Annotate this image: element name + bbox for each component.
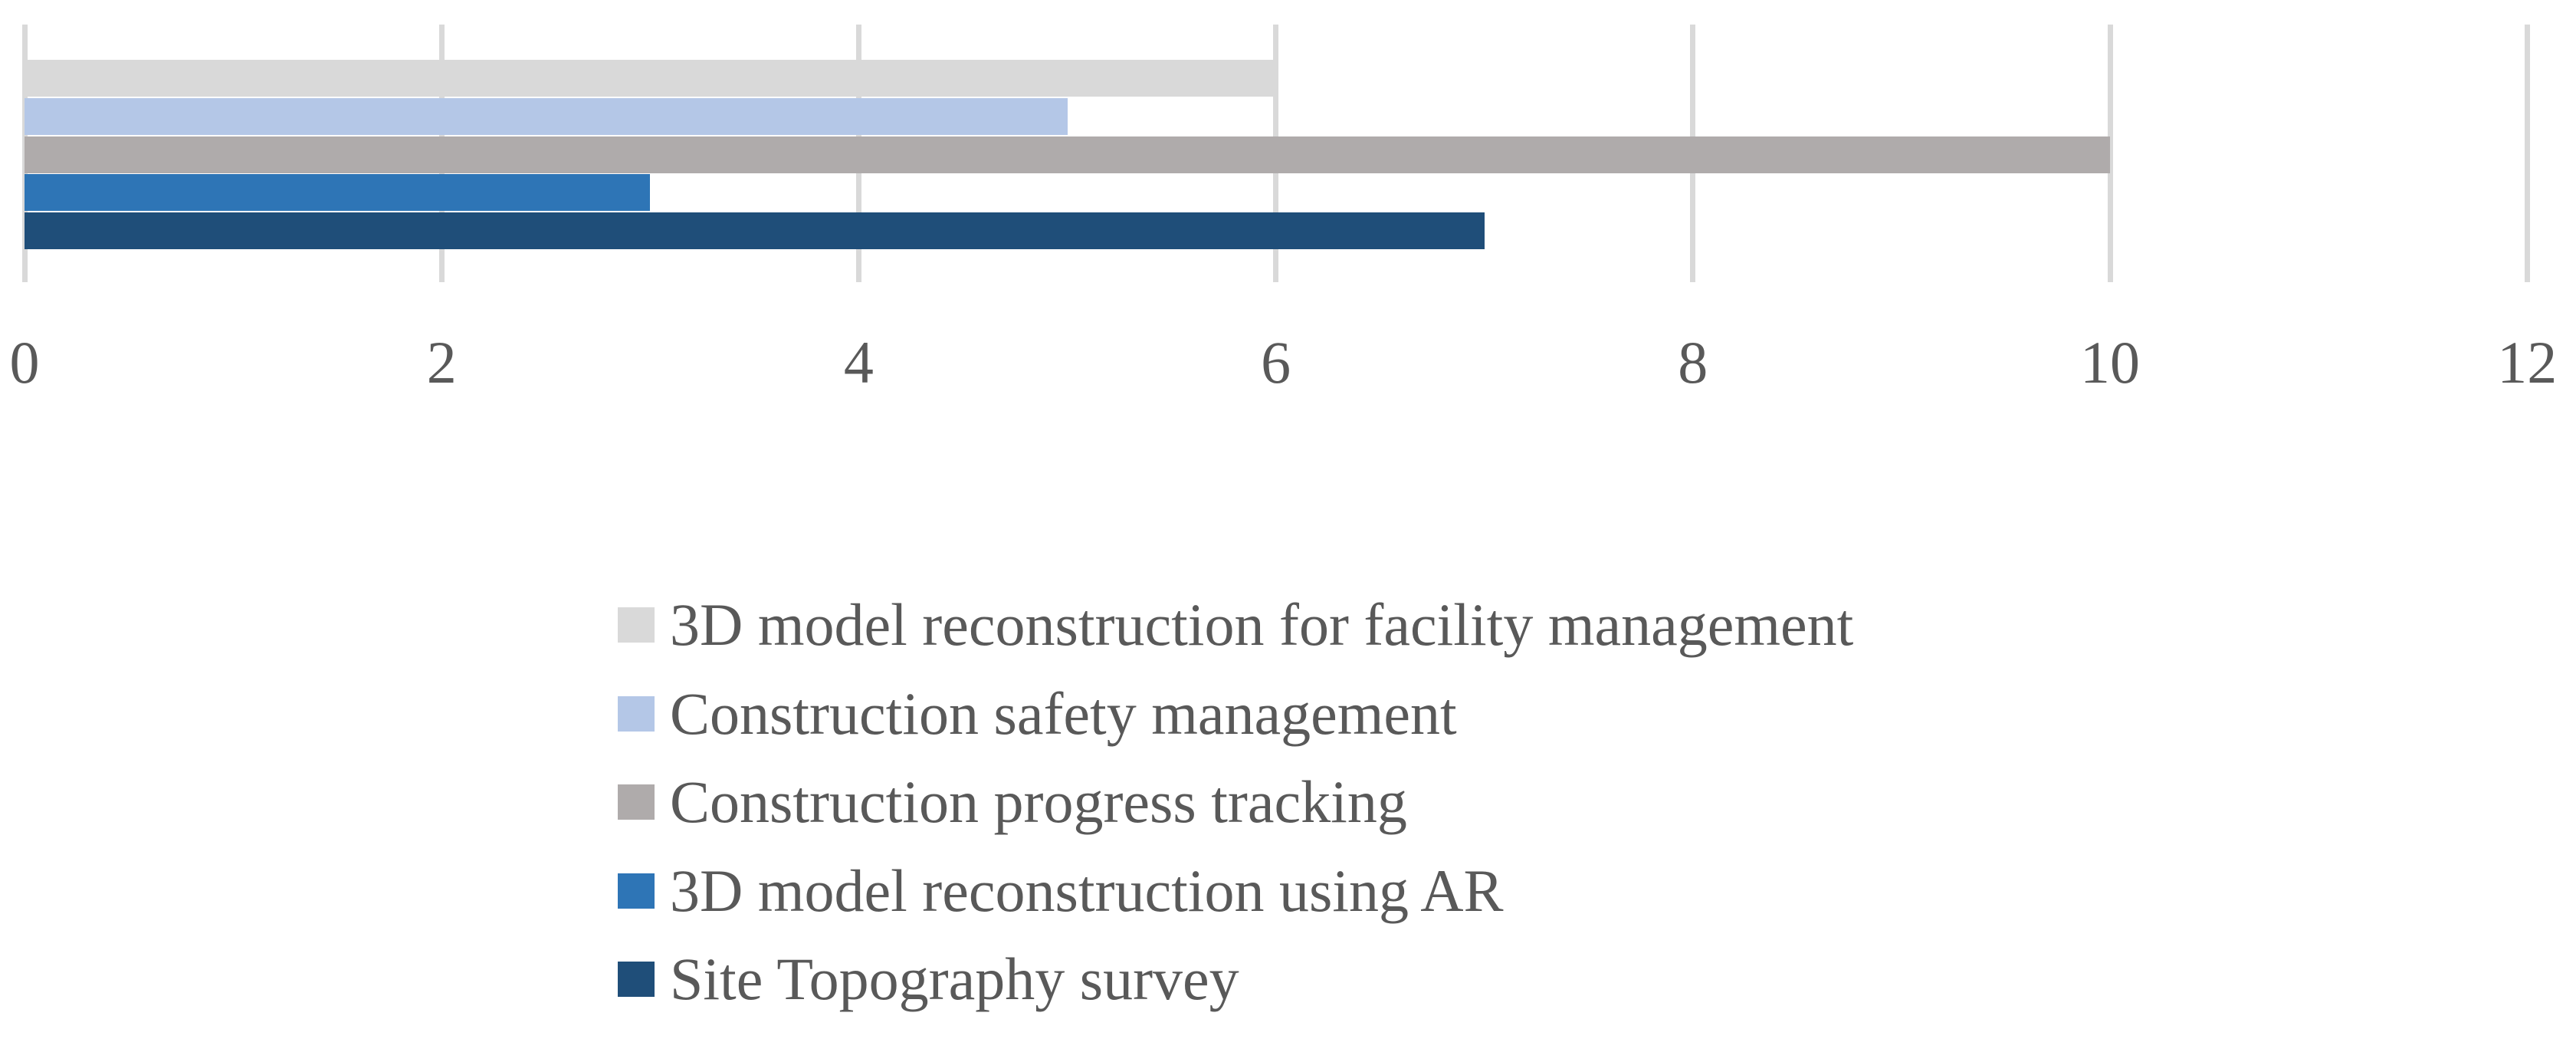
legend-swatch [618,784,655,820]
x-tick-label: 2 [426,329,457,396]
legend-label: Construction safety management [670,679,1457,747]
legend-swatch [618,873,655,909]
legend-item: Construction progress tracking [618,758,1407,847]
gridline [2107,25,2113,282]
legend-item: 3D model reconstruction for facility man… [618,580,1853,669]
bar-4 [25,174,651,212]
legend-item: Site Topography survey [618,935,1239,1024]
legend-item: 3D model reconstruction using AR [618,847,1504,935]
plot-area: 0 2 4 6 8 10 12 [0,0,2576,414]
legend-item: Construction safety management [618,669,1457,758]
legend-label: 3D model reconstruction using AR [670,857,1504,924]
x-tick-label: 6 [1261,329,1291,396]
bar-3 [25,136,2110,173]
bar-5 [25,212,1485,250]
legend-label: 3D model reconstruction for facility man… [670,591,1854,658]
x-tick-label: 8 [1678,329,1708,396]
bar-1 [25,60,1276,97]
legend-label: Construction progress tracking [670,768,1407,835]
x-tick-label: 0 [9,329,40,396]
bar-2 [25,97,1068,135]
x-tick-label: 4 [843,329,874,396]
legend-label: Site Topography survey [670,945,1239,1012]
legend-swatch [618,962,655,997]
legend-swatch [618,607,655,643]
gridline [2524,25,2530,282]
legend-swatch [618,695,655,732]
x-tick-label: 12 [2497,329,2558,396]
x-tick-label: 10 [2080,329,2140,396]
